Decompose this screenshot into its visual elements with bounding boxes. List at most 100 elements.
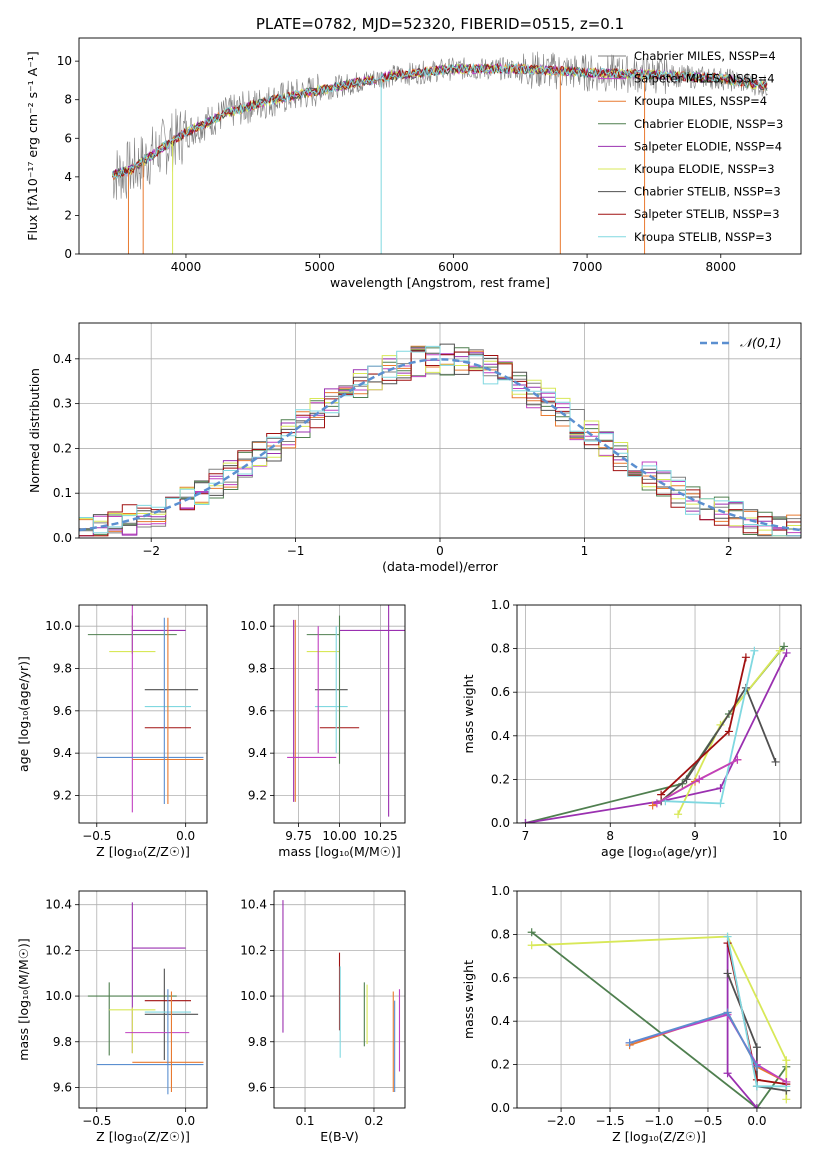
weight-point-marker bbox=[724, 727, 733, 736]
y-tick-label: 9.4 bbox=[53, 746, 72, 760]
legend-entry: Salpeter ELODIE, NSSP=4 bbox=[634, 139, 782, 153]
y-tick-label: 10.0 bbox=[45, 989, 72, 1003]
legend-entry: Chabrier STELIB, NSSP=3 bbox=[634, 185, 781, 199]
x-tick-label: 2 bbox=[725, 544, 733, 558]
weight-series-line bbox=[531, 931, 788, 1108]
legend-entry: Kroupa ELODIE, NSSP=3 bbox=[634, 162, 775, 176]
plot-frame bbox=[273, 890, 406, 1109]
y-tick-label: 0.8 bbox=[491, 642, 510, 656]
y-tick-label: 9.8 bbox=[248, 661, 267, 675]
weight-point-marker bbox=[723, 1008, 732, 1017]
y-tick-label: 9.8 bbox=[53, 661, 72, 675]
weight-point-marker bbox=[752, 1062, 761, 1071]
weight-point-marker bbox=[733, 755, 742, 764]
weight-point-marker bbox=[527, 928, 536, 937]
plot-frame bbox=[78, 37, 802, 255]
x-tick-label: −1.5 bbox=[595, 1114, 624, 1128]
legend-entry: Kroupa STELIB, NSSP=3 bbox=[634, 230, 772, 244]
x-tick-label: 10 bbox=[772, 829, 787, 843]
y-tick-label: 10.0 bbox=[240, 619, 267, 633]
weight-point-marker bbox=[752, 1043, 761, 1052]
y-tick-label: 10.4 bbox=[240, 898, 267, 912]
x-axis-label: Z [log₁₀(Z/Z☉)] bbox=[96, 1129, 190, 1144]
x-axis-label: mass [log₁₀(M/M☉)] bbox=[278, 844, 400, 859]
weight-point-marker bbox=[723, 932, 732, 941]
legend-entry: Chabrier ELODIE, NSSP=3 bbox=[634, 117, 783, 131]
y-tick-label: 9.4 bbox=[248, 746, 267, 760]
weight-point-marker bbox=[752, 1082, 761, 1091]
y-tick-label: 1.0 bbox=[491, 598, 510, 612]
model-spectrum-line bbox=[111, 62, 768, 180]
weight-series-line bbox=[525, 645, 785, 823]
y-tick-label: 0.2 bbox=[491, 1058, 510, 1072]
x-tick-label: 0.0 bbox=[747, 1114, 766, 1128]
y-tick-label: 0.8 bbox=[491, 927, 510, 941]
y-tick-label: 10.0 bbox=[45, 619, 72, 633]
y-tick-label: 0.6 bbox=[491, 685, 510, 699]
y-axis-label: mass weight bbox=[461, 960, 476, 1039]
x-tick-label: 10.00 bbox=[322, 829, 356, 843]
x-tick-label: 5000 bbox=[304, 260, 335, 274]
y-tick-label: 0.4 bbox=[53, 352, 72, 366]
legend-entry: 𝒩(0,1) bbox=[740, 335, 782, 350]
x-tick-label: 0.1 bbox=[295, 1114, 314, 1128]
x-tick-label: −0.5 bbox=[82, 829, 111, 843]
weight-point-marker bbox=[527, 941, 536, 950]
normal-curve bbox=[79, 358, 801, 532]
weight-point-marker bbox=[652, 799, 661, 808]
legend-entry: Salpeter STELIB, NSSP=3 bbox=[634, 207, 780, 221]
weight-point-marker bbox=[750, 646, 759, 655]
x-tick-label: −0.5 bbox=[693, 1114, 722, 1128]
y-axis-label: age [log₁₀(age/yr)] bbox=[16, 656, 31, 772]
histogram-series bbox=[79, 348, 801, 537]
weight-point-marker bbox=[625, 1038, 634, 1047]
y-tick-label: 0.4 bbox=[491, 729, 510, 743]
plot-frame bbox=[78, 890, 208, 1109]
y-tick-label: 0.3 bbox=[53, 397, 72, 411]
panel-z-age: −0.5 0.0 9.2 9.4 9.6 9.8 10.0 Z [log₁₀(Z/Z☉)] ag… bbox=[16, 604, 208, 859]
x-tick-label: 9 bbox=[691, 829, 699, 843]
plot-area-ebv-mass bbox=[274, 891, 405, 1108]
weight-point-marker bbox=[782, 1077, 791, 1086]
weight-point-marker bbox=[695, 775, 704, 784]
weight-point-marker bbox=[723, 1069, 732, 1078]
weight-point-marker bbox=[782, 1095, 791, 1104]
weight-point-marker bbox=[775, 646, 784, 655]
panel-ebv-mass: 0.1 0.2 9.6 9.8 10.0 10.2 10.4 E(B-V) bbox=[240, 890, 406, 1144]
y-tick-label: 0.0 bbox=[491, 816, 510, 830]
weight-point-marker bbox=[648, 801, 657, 810]
weight-series-line bbox=[665, 650, 756, 805]
y-tick-label: 10.2 bbox=[45, 943, 72, 957]
y-tick-label: 0 bbox=[64, 247, 72, 261]
plot-area-z-weight bbox=[517, 891, 801, 1108]
y-axis-label: mass [log₁₀(M/M☉)] bbox=[16, 938, 31, 1060]
histogram-series bbox=[79, 345, 801, 537]
y-tick-label: 9.6 bbox=[248, 1080, 267, 1094]
panel-residuals: −2 −1 0 1 2 0.0 0.1 0.2 0.3 0.4 (data-model)/error… bbox=[27, 322, 802, 574]
weight-point-marker bbox=[782, 1056, 791, 1065]
plot-frame bbox=[78, 322, 802, 539]
x-tick-label: −2 bbox=[142, 544, 160, 558]
legend: Chabrier MILES, NSSP=4 Salpeter MILES, NS… bbox=[598, 49, 783, 244]
weight-point-marker bbox=[771, 757, 780, 766]
y-tick-label: 9.6 bbox=[248, 704, 267, 718]
weight-point-marker bbox=[716, 799, 725, 808]
weight-point-marker bbox=[782, 648, 791, 657]
x-tick-label: −1.0 bbox=[644, 1114, 673, 1128]
panel-z-weight: −2.0 −1.5 −1.0 −0.5 0.0 0.0 0.2 0.4 0.6 0.8 1.0 Z [… bbox=[461, 884, 802, 1144]
x-axis-label: Z [log₁₀(Z/Z☉)] bbox=[96, 844, 190, 859]
x-axis-label: wavelength [Angstrom, rest frame] bbox=[330, 275, 550, 290]
panel-mass-age: 9.75 10.00 10.25 9.2 9.4 9.6 9.8 10.0 mass [log₁… bbox=[240, 604, 406, 859]
x-tick-label: 0.2 bbox=[364, 1114, 383, 1128]
page-title: PLATE=0782, MJD=52320, FIBERID=0515, z=0… bbox=[256, 15, 624, 33]
x-tick-label: 8000 bbox=[706, 260, 737, 274]
x-tick-label: 0.0 bbox=[176, 1114, 195, 1128]
weight-point-marker bbox=[780, 642, 789, 651]
y-tick-label: 8 bbox=[64, 93, 72, 107]
panel-spectrum: 4000 5000 6000 7000 8000 0 2 4 6 8 10 wavelength [A… bbox=[25, 37, 802, 290]
x-tick-label: 7 bbox=[522, 829, 530, 843]
x-axis-label: E(B-V) bbox=[320, 1129, 359, 1144]
x-tick-label: −2.0 bbox=[546, 1114, 575, 1128]
x-axis-label: age [log₁₀(age/yr)] bbox=[601, 844, 717, 859]
